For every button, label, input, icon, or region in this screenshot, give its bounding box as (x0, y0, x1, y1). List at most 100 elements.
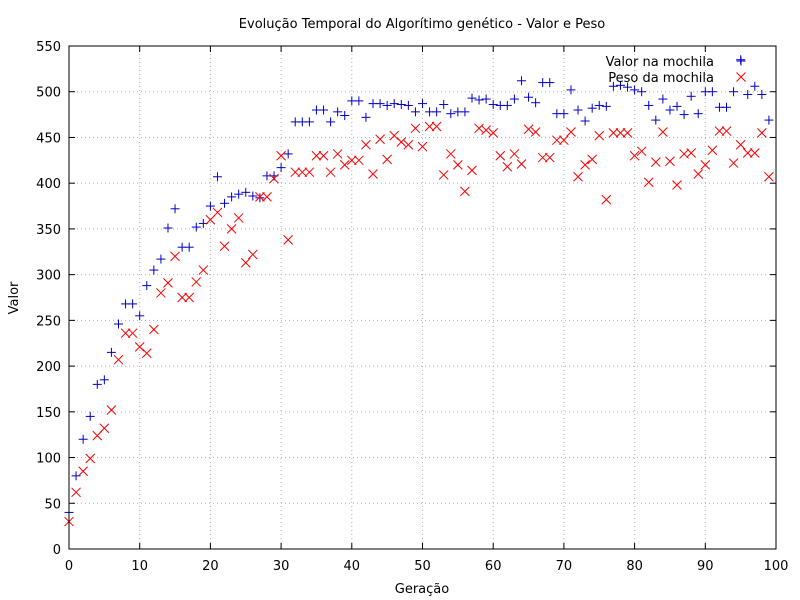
data-point (559, 109, 569, 119)
series-peso (64, 121, 774, 527)
data-point (283, 149, 293, 159)
x-tick-label: 100 (764, 559, 789, 574)
x-tick-label: 90 (697, 559, 714, 574)
data-point (92, 379, 102, 389)
data-point (262, 192, 272, 202)
data-point (113, 319, 123, 329)
x-tick-label: 70 (556, 559, 573, 574)
data-point (594, 130, 605, 141)
data-point (333, 107, 343, 117)
data-point (523, 124, 534, 135)
data-point (672, 180, 682, 190)
data-point (78, 466, 88, 477)
data-point (446, 109, 456, 119)
data-point (502, 100, 512, 110)
data-point (234, 189, 244, 199)
data-point (339, 160, 350, 170)
x-tick-label: 10 (131, 559, 148, 574)
data-point (460, 107, 470, 117)
axis-ticks: 0 10 20 30 40 50 60 70 80 90 100 0 50 100 150 200 250 300… (36, 40, 788, 574)
data-point (156, 254, 166, 264)
y-tick-label: 400 (36, 177, 61, 192)
data-point (106, 405, 117, 415)
data-point (551, 135, 562, 146)
data-point (531, 98, 541, 108)
data-point (149, 265, 159, 275)
legend-marker (736, 56, 746, 66)
data-point (276, 163, 286, 173)
y-axis-label: Valor (7, 281, 22, 314)
data-point (481, 125, 491, 135)
data-point (545, 78, 555, 88)
data-point (128, 299, 138, 309)
data-point (212, 172, 222, 182)
y-tick-label: 150 (36, 406, 61, 421)
data-point (729, 87, 739, 97)
data-point (650, 157, 661, 168)
data-point (361, 139, 371, 150)
data-point (573, 171, 583, 182)
y-tick-label: 200 (36, 360, 61, 375)
data-point (636, 146, 647, 157)
data-point (220, 198, 230, 208)
data-point (184, 242, 194, 252)
data-point (587, 103, 597, 113)
data-point (326, 117, 336, 127)
data-point (644, 100, 654, 110)
data-point (544, 152, 555, 163)
data-point (629, 150, 640, 161)
data-point (233, 213, 244, 223)
data-point (516, 76, 526, 86)
data-point (99, 375, 109, 385)
data-point (537, 152, 548, 163)
data-point (71, 487, 81, 498)
legend-marker (736, 72, 746, 82)
data-point (651, 115, 661, 125)
data-point (431, 121, 442, 132)
data-point (375, 99, 385, 109)
data-point (750, 81, 760, 91)
data-point (757, 128, 767, 138)
data-point (439, 100, 449, 110)
data-point (354, 96, 364, 106)
x-tick-label: 0 (65, 559, 73, 574)
data-point (276, 150, 286, 161)
data-point (432, 107, 442, 117)
data-point (467, 93, 477, 103)
chart-title: Evolução Temporal do Algorítimo genético… (239, 17, 605, 32)
data-point (198, 265, 209, 275)
data-point (467, 165, 477, 176)
data-point (191, 222, 201, 232)
data-point (566, 85, 576, 95)
data-point (672, 101, 682, 111)
y-tick-label: 450 (36, 131, 61, 146)
data-point (474, 95, 484, 105)
data-point (396, 137, 407, 147)
data-point (722, 102, 732, 112)
data-point (658, 127, 668, 137)
data-point (714, 126, 725, 136)
data-point (247, 249, 258, 260)
data-point (488, 100, 498, 110)
data-point (219, 241, 230, 252)
data-point (622, 128, 633, 138)
data-point (580, 116, 590, 126)
legend-entry-label: Valor na mochila (606, 55, 714, 70)
data-point (410, 123, 421, 134)
y-tick-label: 500 (36, 86, 61, 101)
data-point (757, 89, 767, 99)
data-point (530, 127, 541, 137)
data-point (474, 123, 484, 134)
data-point (637, 87, 647, 97)
data-point (85, 411, 95, 421)
data-point (601, 194, 612, 205)
data-point (509, 94, 519, 104)
data-point (445, 149, 456, 159)
data-point (184, 292, 195, 303)
data-point (743, 89, 753, 99)
y-tick-label: 250 (36, 314, 61, 329)
data-point (205, 201, 215, 211)
